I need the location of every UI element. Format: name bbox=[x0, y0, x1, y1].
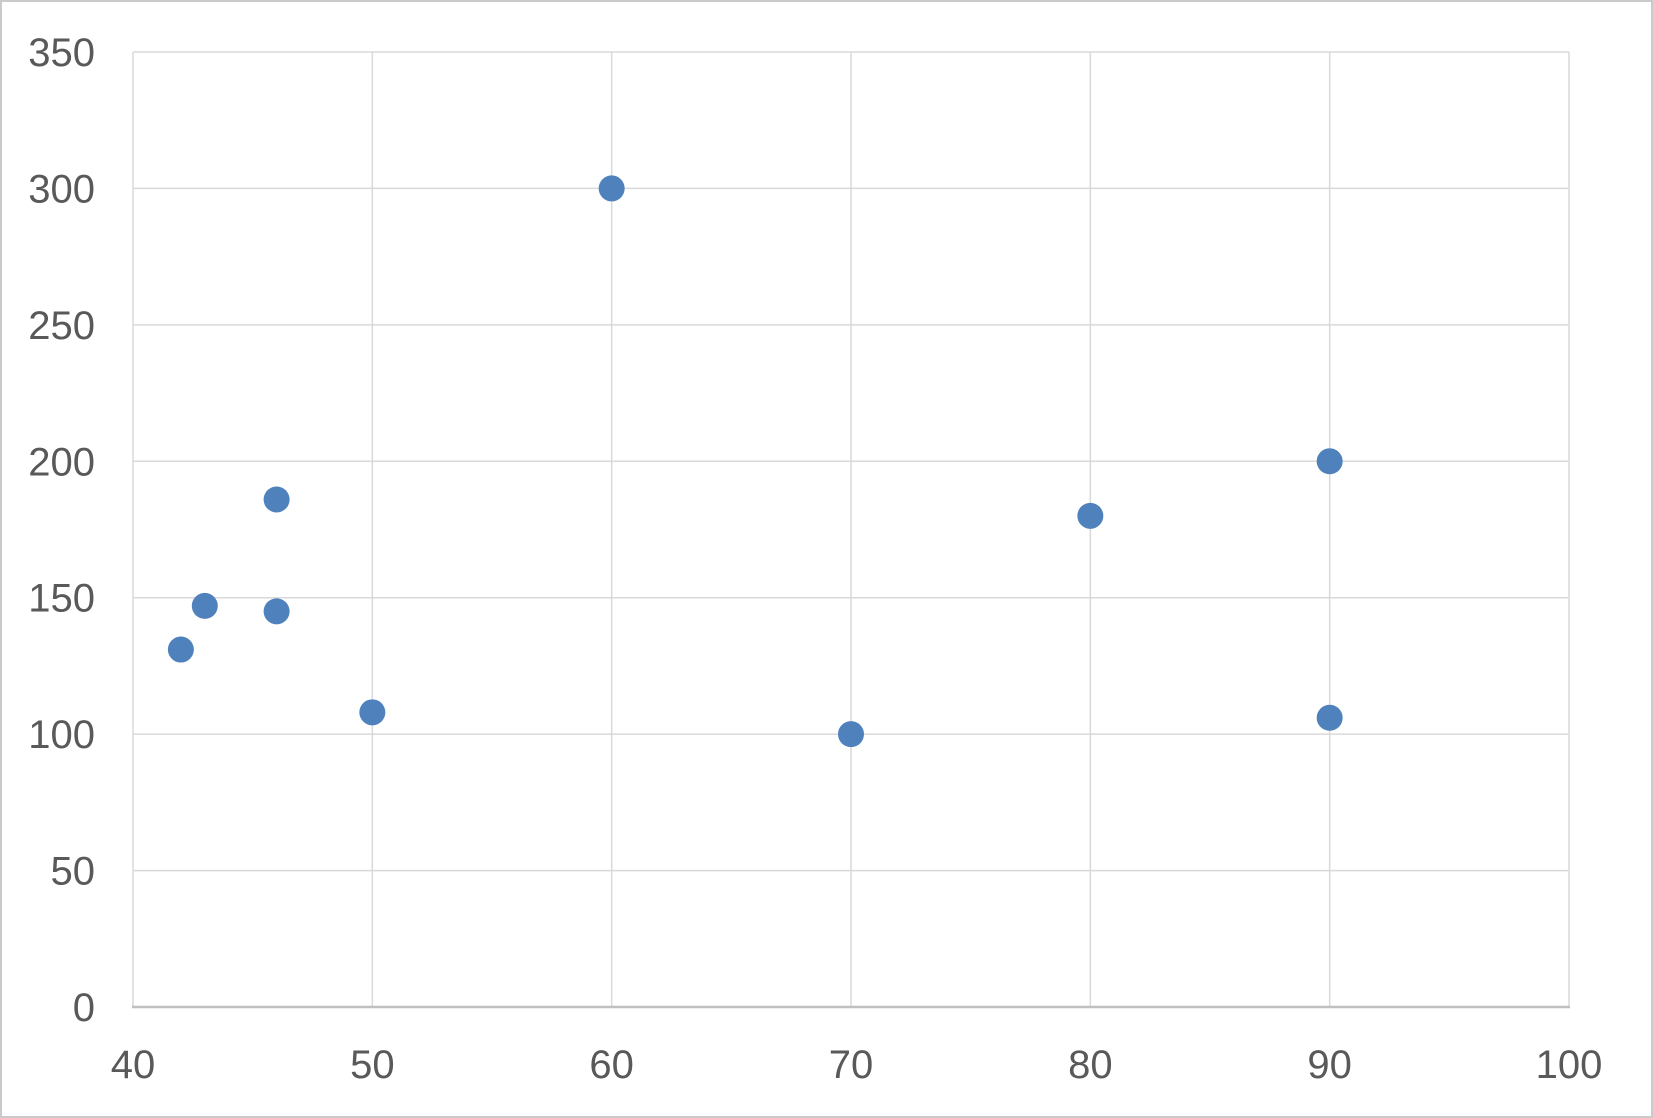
y-tick-label: 350 bbox=[28, 31, 95, 75]
x-tick-label: 90 bbox=[1307, 1043, 1352, 1087]
data-point[interactable] bbox=[1316, 704, 1343, 731]
data-point[interactable] bbox=[838, 721, 864, 748]
data-point[interactable] bbox=[191, 592, 218, 619]
y-tick-label: 250 bbox=[28, 304, 95, 348]
y-tick-label: 0 bbox=[73, 986, 95, 1030]
x-tick-label: 100 bbox=[1536, 1043, 1603, 1087]
x-tick-label: 40 bbox=[111, 1043, 156, 1087]
gridlines bbox=[132, 51, 1570, 1007]
data-point[interactable] bbox=[1077, 502, 1104, 529]
x-tick-label: 80 bbox=[1068, 1043, 1113, 1087]
x-tick-label: 70 bbox=[829, 1043, 874, 1087]
data-point[interactable] bbox=[167, 636, 194, 663]
data-point[interactable] bbox=[1316, 448, 1343, 475]
y-tick-label: 50 bbox=[51, 850, 96, 894]
x-tick-label: 50 bbox=[350, 1043, 395, 1087]
y-tick-label: 200 bbox=[28, 440, 95, 484]
tick-labels: 40 50 60 70 80 90 100 0 50 100 150 200 250 300 350 bbox=[28, 31, 1602, 1087]
data-points bbox=[167, 175, 1343, 748]
data-point[interactable] bbox=[263, 486, 290, 513]
x-tick-label: 60 bbox=[589, 1043, 634, 1087]
y-tick-label: 300 bbox=[28, 167, 95, 211]
y-tick-label: 100 bbox=[28, 713, 95, 757]
data-point[interactable] bbox=[359, 699, 386, 726]
data-point[interactable] bbox=[598, 175, 625, 202]
data-point[interactable] bbox=[263, 598, 290, 625]
y-tick-label: 150 bbox=[28, 577, 95, 621]
